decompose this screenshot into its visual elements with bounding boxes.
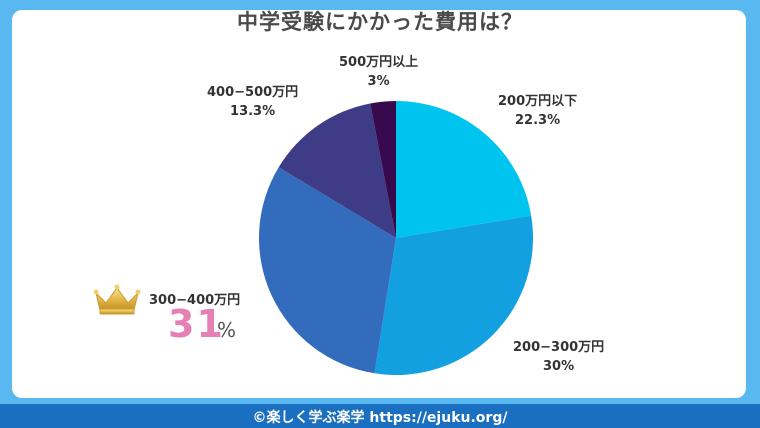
slice-value: 13.3% (230, 104, 276, 119)
slice-value: 22.3% (515, 113, 561, 128)
footer-bar: ©楽しく学ぶ楽学 https://ejuku.org/ (0, 404, 760, 428)
crown-icon (93, 284, 141, 315)
footer-credit: ©楽しく学ぶ楽学 https://ejuku.org/ (252, 410, 508, 426)
slice-name: 200−300万円 (513, 340, 605, 355)
slice-name: 400−500万円 (207, 85, 299, 100)
slice-value: 3% (367, 74, 390, 89)
slice-label-200-below: 200万円以下 22.3% (498, 92, 577, 130)
pie-slice-0 (396, 101, 532, 238)
slice-name: 200万円以下 (498, 94, 578, 109)
slice-label-500-above: 500万円以上 3% (339, 53, 418, 91)
chart-title: 中学受験にかかった費用は？ (237, 10, 523, 34)
pie-slice-4 (370, 101, 396, 238)
slice-name: 500万円以上 (339, 55, 419, 70)
pie-slice-3 (278, 103, 396, 238)
slice-label-300-400: 300−400万円 (149, 291, 240, 310)
slice-label-200-300: 200−300万円 30% (513, 338, 604, 376)
pie-slice-2 (259, 167, 396, 374)
highlight-unit: % (217, 318, 237, 342)
highlight-value: 31 (168, 302, 225, 346)
slice-value: 30% (543, 359, 575, 374)
slice-label-400-500: 400−500万円 13.3% (207, 83, 298, 121)
pie-slice-1 (374, 215, 533, 375)
slice-name: 300−400万円 (149, 293, 241, 308)
